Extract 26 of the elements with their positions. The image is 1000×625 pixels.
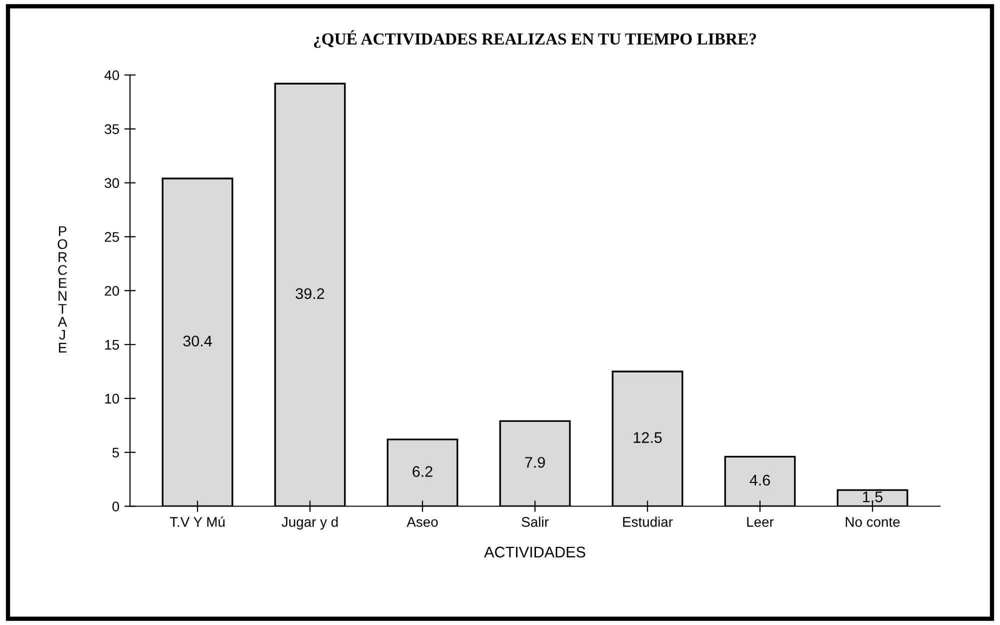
y-tick-label: 20 <box>104 286 120 296</box>
data-label: 30.4 <box>183 336 212 346</box>
y-tick-label: 10 <box>105 394 120 404</box>
data-label: 6.2 <box>412 466 432 477</box>
data-label: 7.9 <box>525 456 545 468</box>
x-tick-label: No conte <box>846 517 900 527</box>
data-label: 1.5 <box>863 492 882 502</box>
x-axis-title: ACTIVIDADES <box>484 546 586 558</box>
y-tick-label: 5 <box>112 448 119 458</box>
y-tick-label: 25 <box>104 232 120 242</box>
x-tick-label: Aseo <box>406 517 438 527</box>
y-tick-label: 15 <box>105 340 120 350</box>
data-label: 39.2 <box>296 288 324 300</box>
y-tick-label: 0 <box>112 502 120 512</box>
x-tick-label: T.V Y Mú <box>170 516 225 527</box>
y-tick-label: 30 <box>104 178 120 188</box>
data-label: 4.6 <box>750 474 770 486</box>
y-tick-label: 40 <box>104 70 120 80</box>
x-tick-label: Leer <box>747 517 774 527</box>
x-tick-label: Estudiar <box>623 516 673 527</box>
data-label: 12.5 <box>634 432 662 443</box>
y-tick-label: 35 <box>104 124 120 134</box>
x-tick-label: Jugar y d <box>282 516 338 530</box>
text: PORCENTAJE <box>58 226 68 352</box>
x-tick-label: Salir <box>522 516 549 527</box>
chart-title: ¿QUÉ ACTIVIDADES REALIZAS EN TU TIEMPO LIBRE? <box>314 30 756 48</box>
